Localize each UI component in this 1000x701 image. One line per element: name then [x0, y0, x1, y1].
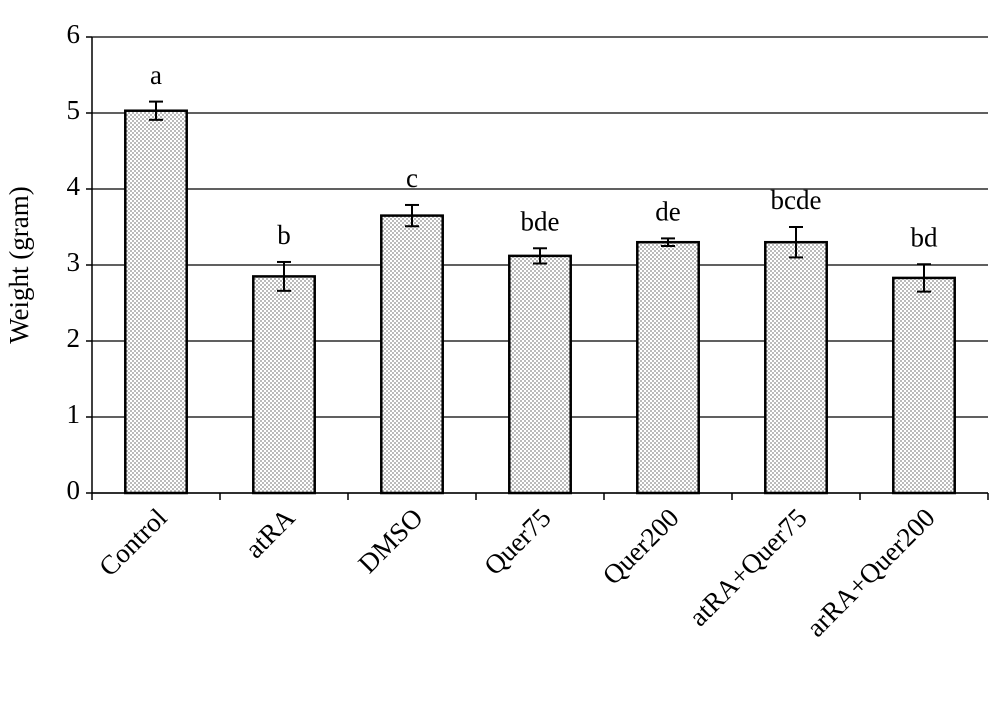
error-bar: [917, 263, 931, 293]
x-tick-label: Quer75: [478, 502, 556, 580]
error-bar: [277, 260, 291, 292]
annotation: bcde: [771, 185, 822, 215]
x-tick-label: Quer200: [597, 502, 685, 590]
x-tick-label: Control: [93, 502, 173, 582]
bar: [252, 275, 316, 495]
annotation: bde: [521, 206, 560, 236]
annotation: de: [655, 197, 681, 227]
bar: [124, 109, 188, 495]
y-axis-label: Weight (gram): [4, 186, 34, 344]
y-tick-label: 1: [67, 399, 81, 429]
bar: [508, 254, 572, 495]
bar: [636, 240, 700, 495]
error-bar: [533, 247, 547, 265]
x-tick-label: atRA+Quer75: [683, 502, 813, 632]
annotation: c: [406, 163, 418, 193]
annotation: b: [277, 220, 291, 250]
error-bar: [661, 237, 675, 247]
x-tick-label: atRA: [239, 502, 301, 564]
annotation: bd: [911, 222, 939, 252]
error-bar: [405, 203, 419, 228]
x-tick-label: DMSO: [352, 502, 428, 578]
bar: [380, 214, 444, 495]
y-tick-label: 6: [67, 19, 81, 49]
y-tick-label: 2: [67, 323, 81, 353]
bar: [764, 240, 828, 495]
y-tick-label: 5: [67, 95, 81, 125]
y-tick-label: 4: [67, 171, 81, 201]
annotation: a: [150, 60, 162, 90]
y-tick-label: 0: [67, 475, 81, 505]
y-tick-label: 3: [67, 247, 81, 277]
bar: [892, 276, 956, 495]
error-bar: [789, 226, 803, 259]
error-bar: [149, 100, 163, 121]
x-tick-label: arRA+Quer200: [800, 502, 940, 642]
